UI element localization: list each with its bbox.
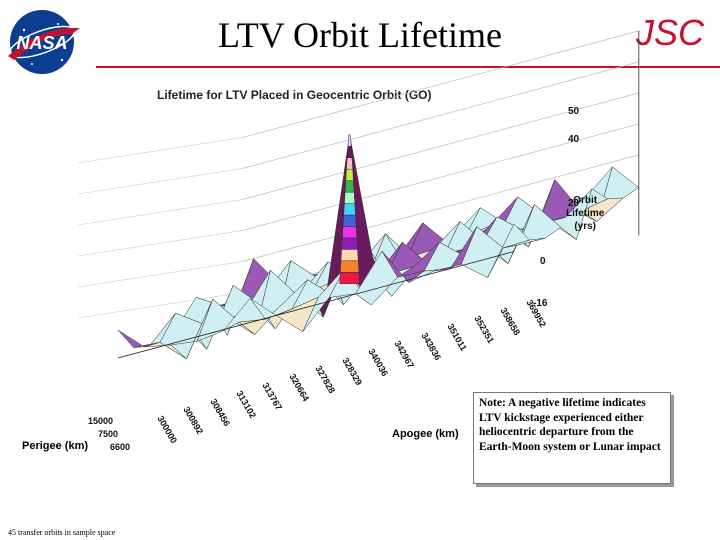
z-axis-title-line: Lifetime [566,208,605,219]
y-axis-title: Perigee (km) [22,440,89,452]
spike-band [347,146,353,158]
surface-cell [487,223,531,278]
footer-text: 45 transfer orbits in sample space [8,528,116,537]
gridline [242,123,639,231]
spike-band [344,191,355,204]
z-tick-label: -16 [533,298,548,309]
slide-title: LTV Orbit Lifetime [218,15,502,55]
spike-band [344,180,355,193]
z-axis-title-line: Orbit [573,195,598,206]
gridline [242,154,639,262]
gridline [242,61,639,169]
header-rule [96,66,720,68]
z-axis-title: Orbit Lifetime (yrs) [566,194,604,233]
nasa-logo: NASA [8,10,80,74]
y-tick-label: 15000 [88,416,114,426]
front-edge [117,251,515,359]
gridline [242,92,639,200]
spike-band [347,134,352,147]
gridline [77,137,243,164]
spike-band [339,272,360,284]
z-tick-label: 40 [568,134,580,145]
spike-band [342,214,357,227]
note-box: Note: A negative lifetime indicates LTV … [473,392,671,484]
gridline [77,292,243,319]
chart-title: Lifetime for LTV Placed in Geocentric Or… [157,88,432,102]
spike-band [341,237,358,250]
gridline [242,30,639,138]
z-tick-label: 50 [568,106,580,117]
logo-text: NASA [16,33,67,53]
y-tick-label: 6600 [110,442,131,452]
gridline [77,199,243,226]
note-text: Note: A negative lifetime indicates LTV … [479,397,661,453]
spike-band [342,226,358,239]
spike-band [346,157,353,170]
spike-band [340,260,360,273]
z-tick-label: 20 [568,198,580,209]
spike-band [343,203,356,216]
spike-band [340,249,359,262]
org-label: JSC [635,12,704,53]
gridline [77,261,243,288]
gridline [77,168,243,195]
gridline [77,230,243,257]
spike-band [345,169,354,181]
z-axis-title-line: (yrs) [574,221,597,232]
y-tick-label: 7500 [98,429,119,439]
x-axis-title: Apogee (km) [392,428,459,440]
z-tick-label: 0 [540,256,546,267]
